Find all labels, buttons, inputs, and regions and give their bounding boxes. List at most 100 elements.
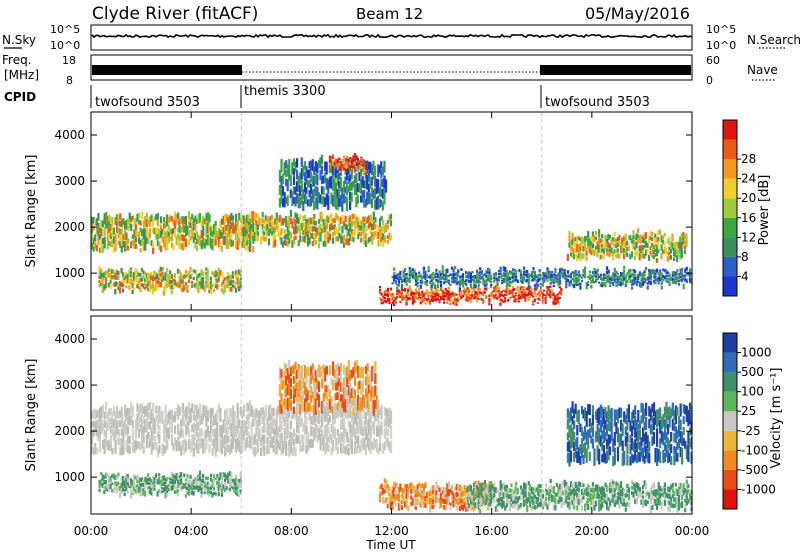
scatter-cell [358, 225, 361, 231]
scatter-cell [112, 473, 115, 480]
scatter-cell [626, 501, 629, 506]
scatter-cell [176, 489, 180, 493]
scatter-cell [543, 500, 546, 507]
scatter-cell [209, 477, 213, 482]
scatter-cell [116, 420, 119, 435]
scatter-cell [515, 272, 518, 276]
scatter-cell [316, 227, 319, 236]
scatter-cell [508, 290, 511, 293]
scatter-cell [424, 280, 427, 285]
scatter-cell [271, 437, 274, 449]
scatter-cell [609, 434, 612, 444]
scatter-cell [145, 219, 148, 228]
scatter-cell [258, 410, 261, 426]
scatter-cell [649, 269, 652, 275]
scatter-cell [649, 487, 652, 496]
scatter-cell [396, 276, 399, 280]
scatter-cell [635, 249, 638, 257]
scatter-cell [296, 226, 299, 234]
scatter-cell [159, 230, 163, 238]
scatter-cell [225, 445, 228, 454]
scatter-cell [300, 434, 303, 444]
scatter-cell [206, 425, 209, 437]
scatter-cell [300, 395, 303, 410]
x-tick-label: 00:00 [675, 524, 710, 538]
scatter-cell [180, 226, 183, 233]
scatter-cell [616, 500, 620, 505]
scatter-cell [557, 499, 560, 504]
scatter-cell [325, 161, 328, 175]
scatter-cell [682, 437, 685, 446]
scatter-cell [488, 294, 491, 298]
scatter-cell [641, 490, 645, 494]
scatter-cell [173, 279, 176, 286]
scatter-cell [388, 214, 391, 222]
scatter-cell [554, 301, 557, 305]
scatter-cell [244, 228, 247, 236]
scatter-cell [587, 276, 590, 279]
scatter-cell [172, 218, 175, 226]
scatter-cell [236, 285, 239, 289]
scatter-cell [648, 452, 651, 464]
scatter-cell [380, 491, 383, 496]
scatter-cell [341, 166, 344, 169]
scatter-cell [631, 280, 634, 283]
scatter-cell [159, 224, 163, 231]
scatter-cell [496, 282, 499, 287]
scatter-cell [388, 292, 391, 295]
scatter-cell [363, 396, 366, 408]
scatter-cell [114, 234, 117, 243]
scatter-cell [180, 278, 183, 285]
scatter-cell [321, 228, 324, 234]
scatter-cell [455, 272, 458, 277]
scatter-cell [104, 486, 107, 491]
scatter-cell [103, 236, 106, 249]
scatter-cell [629, 268, 632, 273]
scatter-cell [391, 490, 394, 495]
scatter-cell [299, 380, 302, 391]
scatter-cell [195, 276, 198, 281]
scatter-cell [464, 289, 468, 293]
scatter-cell [336, 372, 339, 381]
scatter-cell [147, 441, 150, 449]
scatter-cell [477, 293, 480, 295]
scatter-cell [454, 293, 457, 297]
scatter-cell [314, 240, 317, 246]
scatter-cell [414, 291, 418, 296]
scatter-cell [178, 472, 181, 475]
scatter-cell [338, 160, 341, 164]
scatter-cell [573, 441, 576, 451]
scatter-cell [684, 278, 687, 282]
scatter-cell [155, 473, 158, 478]
scatter-cell [137, 483, 140, 487]
scatter-cell [576, 283, 579, 287]
scatter-cell [102, 220, 105, 228]
scatter-cell [410, 501, 413, 506]
scatter-cell [579, 423, 582, 433]
scatter-cell [269, 431, 272, 439]
scatter-cell [123, 476, 126, 480]
scatter-cell [180, 419, 183, 428]
scatter-cell [305, 376, 308, 385]
scatter-cell [166, 489, 169, 493]
scatter-cell [487, 502, 490, 509]
scatter-cell [685, 500, 688, 506]
scatter-cell [497, 295, 500, 299]
scatter-cell [308, 169, 311, 179]
scatter-cell [524, 292, 527, 295]
scatter-cell [253, 411, 256, 421]
scatter-cell [167, 231, 170, 237]
scatter-cell [360, 178, 363, 186]
scatter-cell [225, 435, 228, 445]
scatter-cell [505, 290, 508, 293]
scatter-cell [347, 228, 350, 236]
scatter-cell [219, 241, 222, 250]
scatter-cell [214, 270, 217, 274]
scatter-cell [300, 365, 303, 380]
scatter-cell [228, 235, 231, 246]
scatter-cell [112, 429, 116, 441]
scatter-cell [422, 266, 425, 271]
scatter-cell [297, 175, 300, 192]
scatter-cell [422, 270, 425, 275]
